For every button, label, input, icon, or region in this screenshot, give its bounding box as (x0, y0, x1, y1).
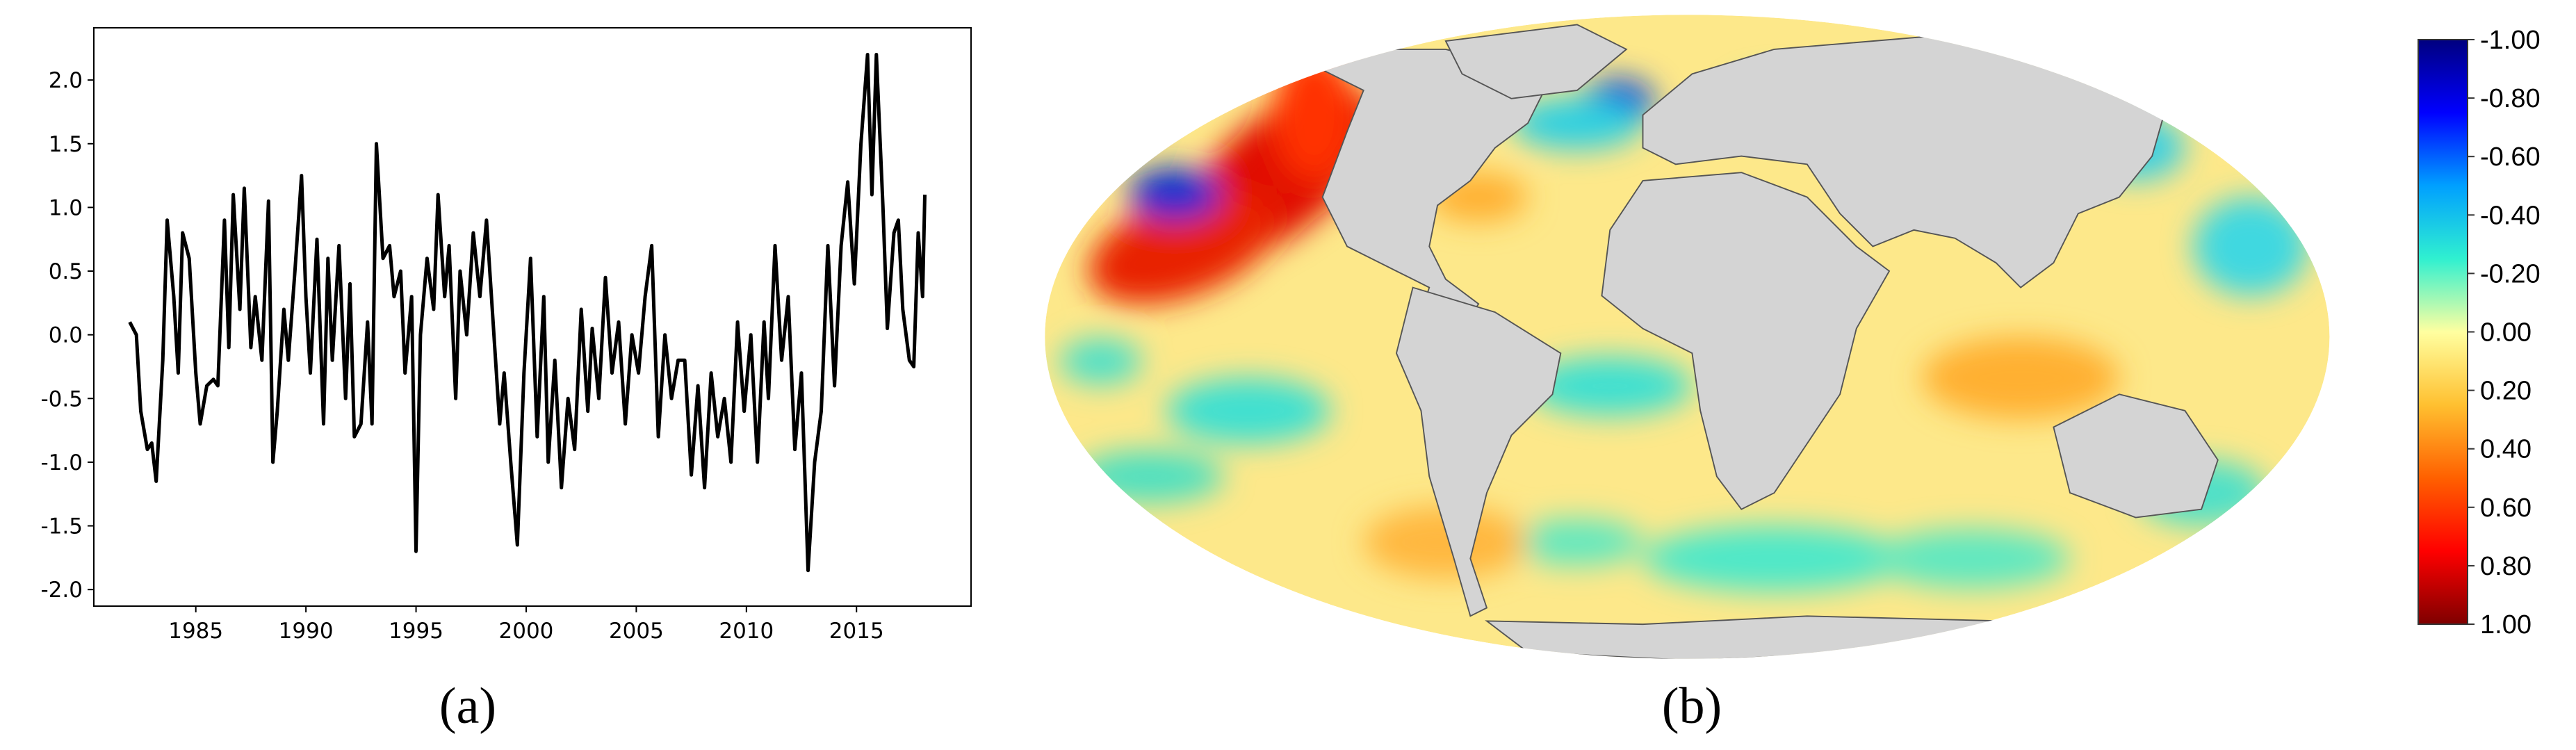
colorbar-tick-label: 0.40 (2480, 435, 2532, 464)
colorbar-tick-label: -0.40 (2480, 201, 2541, 230)
world-map (1045, 15, 2330, 659)
data-line (128, 53, 927, 573)
colorbar-tick-label: -0.80 (2480, 84, 2541, 113)
colorbar-tick-label: 1.00 (2480, 610, 2532, 639)
y-tick-label: 0.0 (49, 323, 83, 348)
colorbar-tick-label: 0.60 (2480, 494, 2532, 523)
caption: (a) (439, 678, 496, 735)
y-tick-label: -1.5 (41, 514, 83, 539)
caption: (b) (1662, 678, 1722, 735)
colorbar (2418, 39, 2468, 625)
plot-frame (93, 27, 972, 607)
y-tick-label: 2.0 (49, 68, 83, 93)
x-tick-label: 2005 (609, 619, 664, 644)
x-tick-label: 2015 (829, 619, 884, 644)
x-tick-label: 2010 (719, 619, 774, 644)
x-tick-label: 2000 (499, 619, 554, 644)
y-tick-label: 1.0 (49, 195, 83, 220)
colorbar-tick-label: 0.00 (2480, 318, 2532, 348)
x-tick-label: 1990 (279, 619, 334, 644)
colorbar-tick-label: -0.20 (2480, 259, 2541, 288)
colorbar-tick-label: -0.60 (2480, 142, 2541, 172)
colorbar-tick-label: 0.20 (2480, 377, 2532, 406)
y-tick-label: -2.0 (41, 578, 83, 603)
x-tick-label: 1995 (389, 619, 443, 644)
y-tick-label: -1.0 (41, 450, 83, 475)
y-tick-label: 0.5 (49, 259, 83, 284)
y-tick-label: 1.5 (49, 132, 83, 157)
x-tick-label: 1985 (168, 619, 223, 644)
colorbar-tick-label: -1.00 (2480, 26, 2541, 55)
y-tick-label: -0.5 (41, 386, 83, 411)
colorbar-tick-label: 0.80 (2480, 552, 2532, 581)
